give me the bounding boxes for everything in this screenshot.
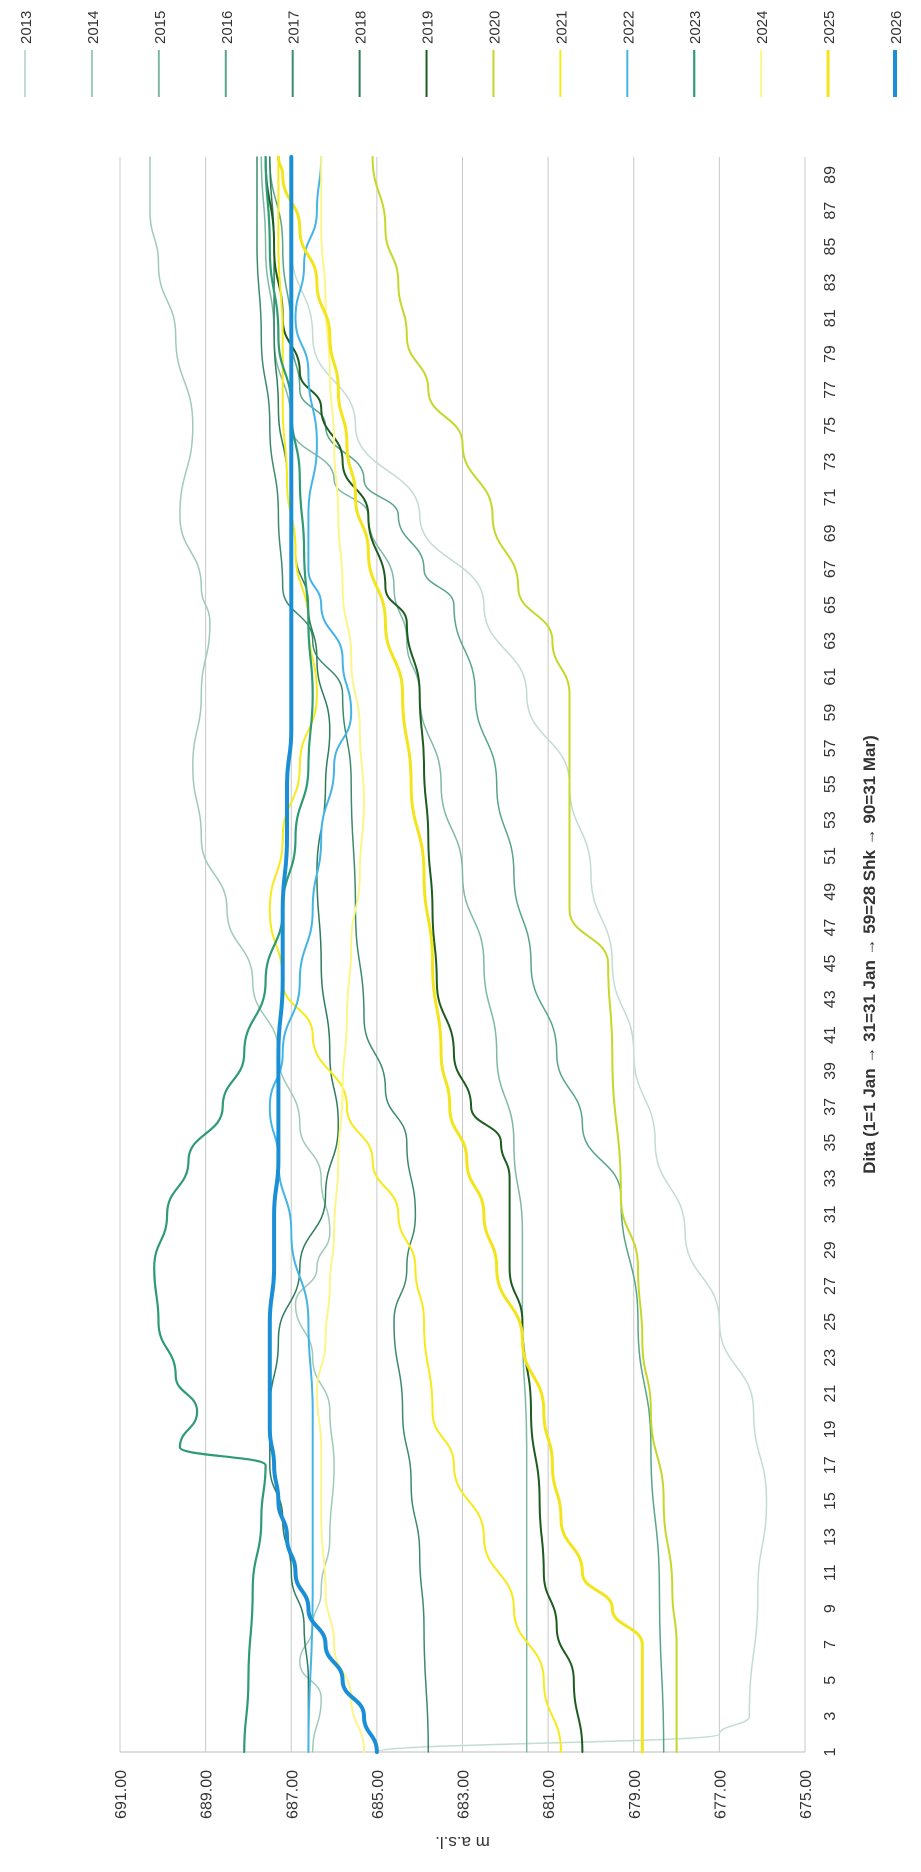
x-tick-label: 79	[822, 345, 839, 363]
series-line-2023	[153, 155, 314, 1754]
x-axis-label: Dita (1=1 Jan → 31=31 Jan → 59=28 Shk → …	[860, 735, 879, 1173]
series-line-2017	[256, 156, 430, 1753]
legend-label-2020: 2020	[486, 11, 503, 44]
legend-label-2023: 2023	[687, 11, 704, 44]
legend-label-2013: 2013	[18, 11, 35, 44]
x-tick-label: 43	[822, 990, 839, 1008]
x-tick-label: 37	[822, 1098, 839, 1116]
y-axis-label: m a.s.l.	[435, 1833, 490, 1852]
x-tick-label: 31	[822, 1205, 839, 1223]
x-tick-label: 39	[822, 1062, 839, 1080]
x-tick-label: 63	[822, 632, 839, 650]
y-tick-label: 689.00	[199, 1770, 216, 1819]
x-tick-label: 33	[822, 1170, 839, 1188]
x-tick-label: 77	[822, 381, 839, 399]
x-tick-label: 89	[822, 166, 839, 184]
x-tick-label: 17	[822, 1456, 839, 1474]
series-line-2016	[269, 156, 665, 1753]
series-line-2019	[264, 156, 584, 1753]
y-tick-label: 675.00	[798, 1770, 815, 1819]
x-tick-label: 83	[822, 273, 839, 291]
plot-area	[149, 155, 768, 1754]
x-tick-label: 85	[822, 238, 839, 256]
x-tick-label: 9	[822, 1604, 839, 1613]
series-line-2026	[267, 155, 379, 1754]
x-tick-label: 69	[822, 524, 839, 542]
x-tick-label: 51	[822, 847, 839, 865]
legend-label-2026: 2026	[888, 11, 905, 44]
legend-label-2014: 2014	[85, 11, 102, 44]
x-tick-label: 5	[822, 1676, 839, 1685]
x-tick-label: 67	[822, 560, 839, 578]
x-tick-label: 53	[822, 811, 839, 829]
legend-label-2022: 2022	[620, 11, 637, 44]
x-tick-label: 25	[822, 1313, 839, 1331]
x-tick-label: 75	[822, 417, 839, 435]
legend-label-2021: 2021	[553, 11, 570, 44]
legend-label-2019: 2019	[420, 11, 437, 44]
legend-label-2025: 2025	[821, 11, 838, 44]
x-tick-label: 19	[822, 1420, 839, 1438]
x-tick-label: 1	[822, 1747, 839, 1756]
x-tick-label: 29	[822, 1241, 839, 1259]
x-tick-label: 55	[822, 775, 839, 793]
x-tick-label: 3	[822, 1712, 839, 1721]
legend-label-2015: 2015	[152, 11, 169, 44]
y-tick-label: 687.00	[284, 1770, 301, 1819]
x-tick-label: 15	[822, 1492, 839, 1510]
x-tick-label: 27	[822, 1277, 839, 1295]
x-tick-label: 59	[822, 704, 839, 722]
series-line-2021	[268, 156, 562, 1753]
x-tick-label: 13	[822, 1528, 839, 1546]
y-tick-label: 683.00	[456, 1770, 473, 1819]
legend-label-2017: 2017	[286, 11, 303, 44]
x-tick-label: 71	[822, 489, 839, 507]
y-axis-ticks: 675.00 677.00 679.00 681.00 683.00 685.00 687.…	[113, 1770, 815, 1819]
legend: 2013 2014 2015 2016 2017 2018 2019 2020 2021 2022…	[18, 11, 905, 97]
series-line-2022	[268, 156, 353, 1753]
legend-label-2024: 2024	[754, 11, 771, 44]
series-line-2013	[290, 156, 768, 1753]
x-tick-label: 61	[822, 668, 839, 686]
legend-label-2018: 2018	[353, 11, 370, 44]
y-tick-label: 677.00	[712, 1770, 729, 1819]
x-tick-label: 65	[822, 596, 839, 614]
x-tick-label: 57	[822, 739, 839, 757]
y-tick-label: 679.00	[627, 1770, 644, 1819]
x-tick-label: 87	[822, 202, 839, 220]
gridlines	[119, 157, 806, 1753]
y-tick-label: 691.00	[113, 1770, 130, 1819]
x-tick-label: 49	[822, 883, 839, 901]
series-line-2024	[315, 156, 365, 1753]
x-tick-label: 41	[822, 1026, 839, 1044]
series-line-2025	[276, 155, 644, 1754]
x-tick-label: 73	[822, 453, 839, 471]
x-axis-ticks: 1357911131517192123252729313335373941434…	[822, 166, 839, 1757]
x-tick-label: 47	[822, 919, 839, 937]
y-tick-label: 685.00	[370, 1770, 387, 1819]
x-tick-label: 11	[822, 1564, 839, 1581]
legend-label-2016: 2016	[219, 11, 236, 44]
x-tick-label: 21	[822, 1385, 839, 1403]
x-tick-label: 7	[822, 1640, 839, 1649]
x-tick-label: 35	[822, 1134, 839, 1152]
rotated-chart-group: 675.00 677.00 679.00 681.00 683.00 685.00 687.…	[18, 11, 905, 1852]
series-line-2014	[149, 156, 335, 1753]
y-tick-label: 681.00	[541, 1770, 558, 1819]
x-tick-label: 45	[822, 954, 839, 972]
x-tick-label: 23	[822, 1349, 839, 1367]
x-tick-label: 81	[822, 309, 839, 327]
series-line-2020	[371, 156, 678, 1753]
